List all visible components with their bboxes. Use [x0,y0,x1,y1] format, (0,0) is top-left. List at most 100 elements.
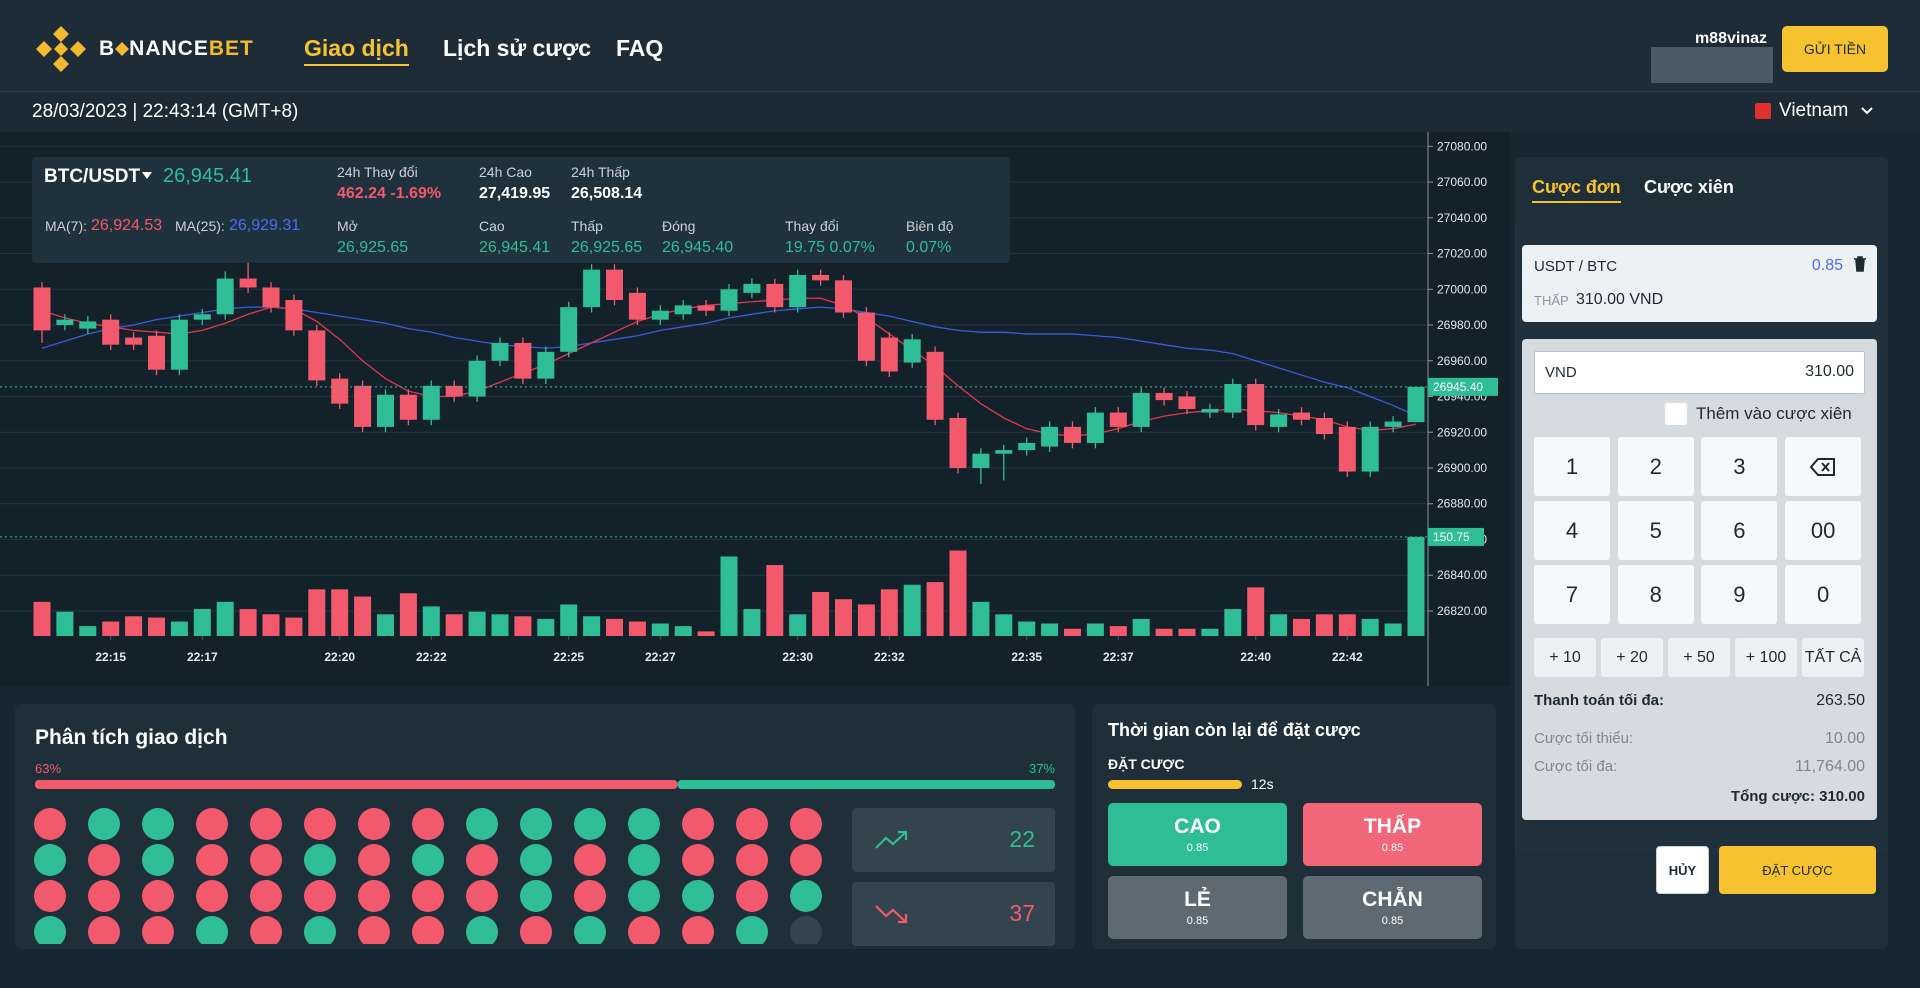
bead [736,916,768,944]
bead [358,880,390,912]
keypad-key[interactable]: 7 [1534,565,1610,624]
bead [304,808,336,840]
volume-bar [835,599,852,636]
candle-body [422,385,440,420]
candle-body [1155,392,1173,401]
volume-bar [1361,618,1379,636]
countdown-panel: Thời gian còn lại để đặt cược ĐẶT CƯỢC 1… [1092,704,1496,949]
keypad-key[interactable]: 3 [1701,437,1778,496]
value: 26,924.53 [91,217,163,234]
up-icon [875,830,908,849]
volume-bar [560,604,578,636]
nav-item[interactable]: FAQ [616,35,664,61]
y-tick-label: 27020.00 [1437,247,1487,261]
side: THẤP [1534,293,1569,308]
limit-value: 263.50 [1816,692,1865,709]
volume-bar [880,589,898,636]
volume-bar [926,582,944,636]
bead [88,808,120,840]
bead [196,808,228,840]
candle-body [995,450,1013,454]
volume-bar [331,589,349,636]
ma25-line [41,306,1417,417]
bet-button[interactable]: CAO 0.85 [1108,803,1287,866]
keypad-key[interactable]: 00 [1785,501,1862,560]
deposit-button[interactable]: GỬI TIỀN [1782,26,1888,72]
candle-body [445,385,463,397]
keypad-key[interactable]: 9 [1701,565,1778,624]
bead [34,844,66,876]
cancel-button[interactable]: HỦY [1656,846,1709,894]
submit-button[interactable]: ĐẶT CƯỢC [1719,846,1876,894]
bead [466,808,498,840]
amount-input[interactable]: VND 310.00 [1534,351,1865,394]
candle-body [1109,412,1127,427]
keypad-key[interactable]: 5 [1617,501,1694,560]
bead [790,916,822,944]
quick-button[interactable]: + 100 [1735,638,1797,677]
candle-body [812,274,830,281]
checkbox[interactable] [1665,403,1687,425]
logo-diamond [115,42,130,56]
logo-part: B [99,37,116,60]
bead [412,808,444,840]
bead [466,880,498,912]
trash-icon[interactable] [1853,256,1867,272]
logo-part: BET [208,37,254,60]
label: 24h Thay đổi [337,164,418,180]
label: MA(25): [175,218,225,234]
header: B NANCEBET Giao dịch Lịch sử cược FAQ m88vi… [0,0,1920,92]
tab[interactable]: Cược xiên [1644,177,1734,197]
keypad-key[interactable]: 6 [1701,501,1778,560]
bead [736,808,768,840]
bead [412,844,444,876]
bead [520,916,552,944]
bet-button[interactable]: THẤP 0.85 [1303,803,1482,866]
candle-body [1132,392,1150,427]
quick-button[interactable]: + 50 [1668,638,1730,677]
candle-body [697,305,715,311]
balance-box [1651,47,1773,83]
betslip-panel: Cược đơn Cược xiên USDT / BTC 0.85 THẤP 3… [1515,157,1888,949]
price-tag-bg [1428,377,1498,396]
volume-bar [537,618,555,636]
volume-bar [377,614,394,636]
volume-bar [628,621,646,636]
volume-bar [216,601,234,636]
keypad-key[interactable]: 2 [1617,437,1694,496]
bet-button[interactable]: CHẴN 0.85 [1303,876,1482,939]
candle-body [1064,426,1081,443]
price-chart: 27080.00 27060.00 27040.00 27020.00 27000.00… [0,132,1510,686]
language[interactable]: Vietnam [1779,100,1849,121]
nav-item[interactable]: Giao dịch [304,35,409,66]
tab[interactable]: Cược đơn [1532,177,1621,203]
candle-body [789,274,807,308]
candle-body [33,287,51,331]
bead [466,916,498,944]
bead [196,880,228,912]
bead [250,916,282,944]
panel-title: Thời gian còn lại để đặt cược [1108,720,1361,740]
volume-bar [422,606,440,636]
volume-bar [651,623,669,636]
nav-item[interactable]: Lịch sử cược [443,35,592,61]
bead [250,844,282,876]
backspace-key[interactable] [1785,437,1861,496]
quick-button[interactable]: + 10 [1534,638,1596,677]
keypad-key[interactable]: 4 [1534,501,1610,560]
quick-button[interactable]: TẤT CẢ [1802,638,1864,677]
ticker-overlay: BTC/USDT 26,945.41 24h Thay đổi 462.24 -… [32,157,1010,263]
bead [736,844,768,876]
keypad-key[interactable]: 0 [1785,565,1862,624]
volume-bar [354,596,372,636]
bead [466,844,498,876]
volume-bar [33,601,51,636]
keypad-key[interactable]: 8 [1617,565,1694,624]
keypad-key[interactable]: 1 [1534,437,1610,496]
bet-odds: 0.85 [1381,915,1404,927]
bet-button[interactable]: LẺ 0.85 [1108,876,1287,939]
bet-label: THẤP [1363,815,1422,838]
pair: BTC/USDT [44,166,141,187]
quick-button[interactable]: + 20 [1601,638,1663,677]
